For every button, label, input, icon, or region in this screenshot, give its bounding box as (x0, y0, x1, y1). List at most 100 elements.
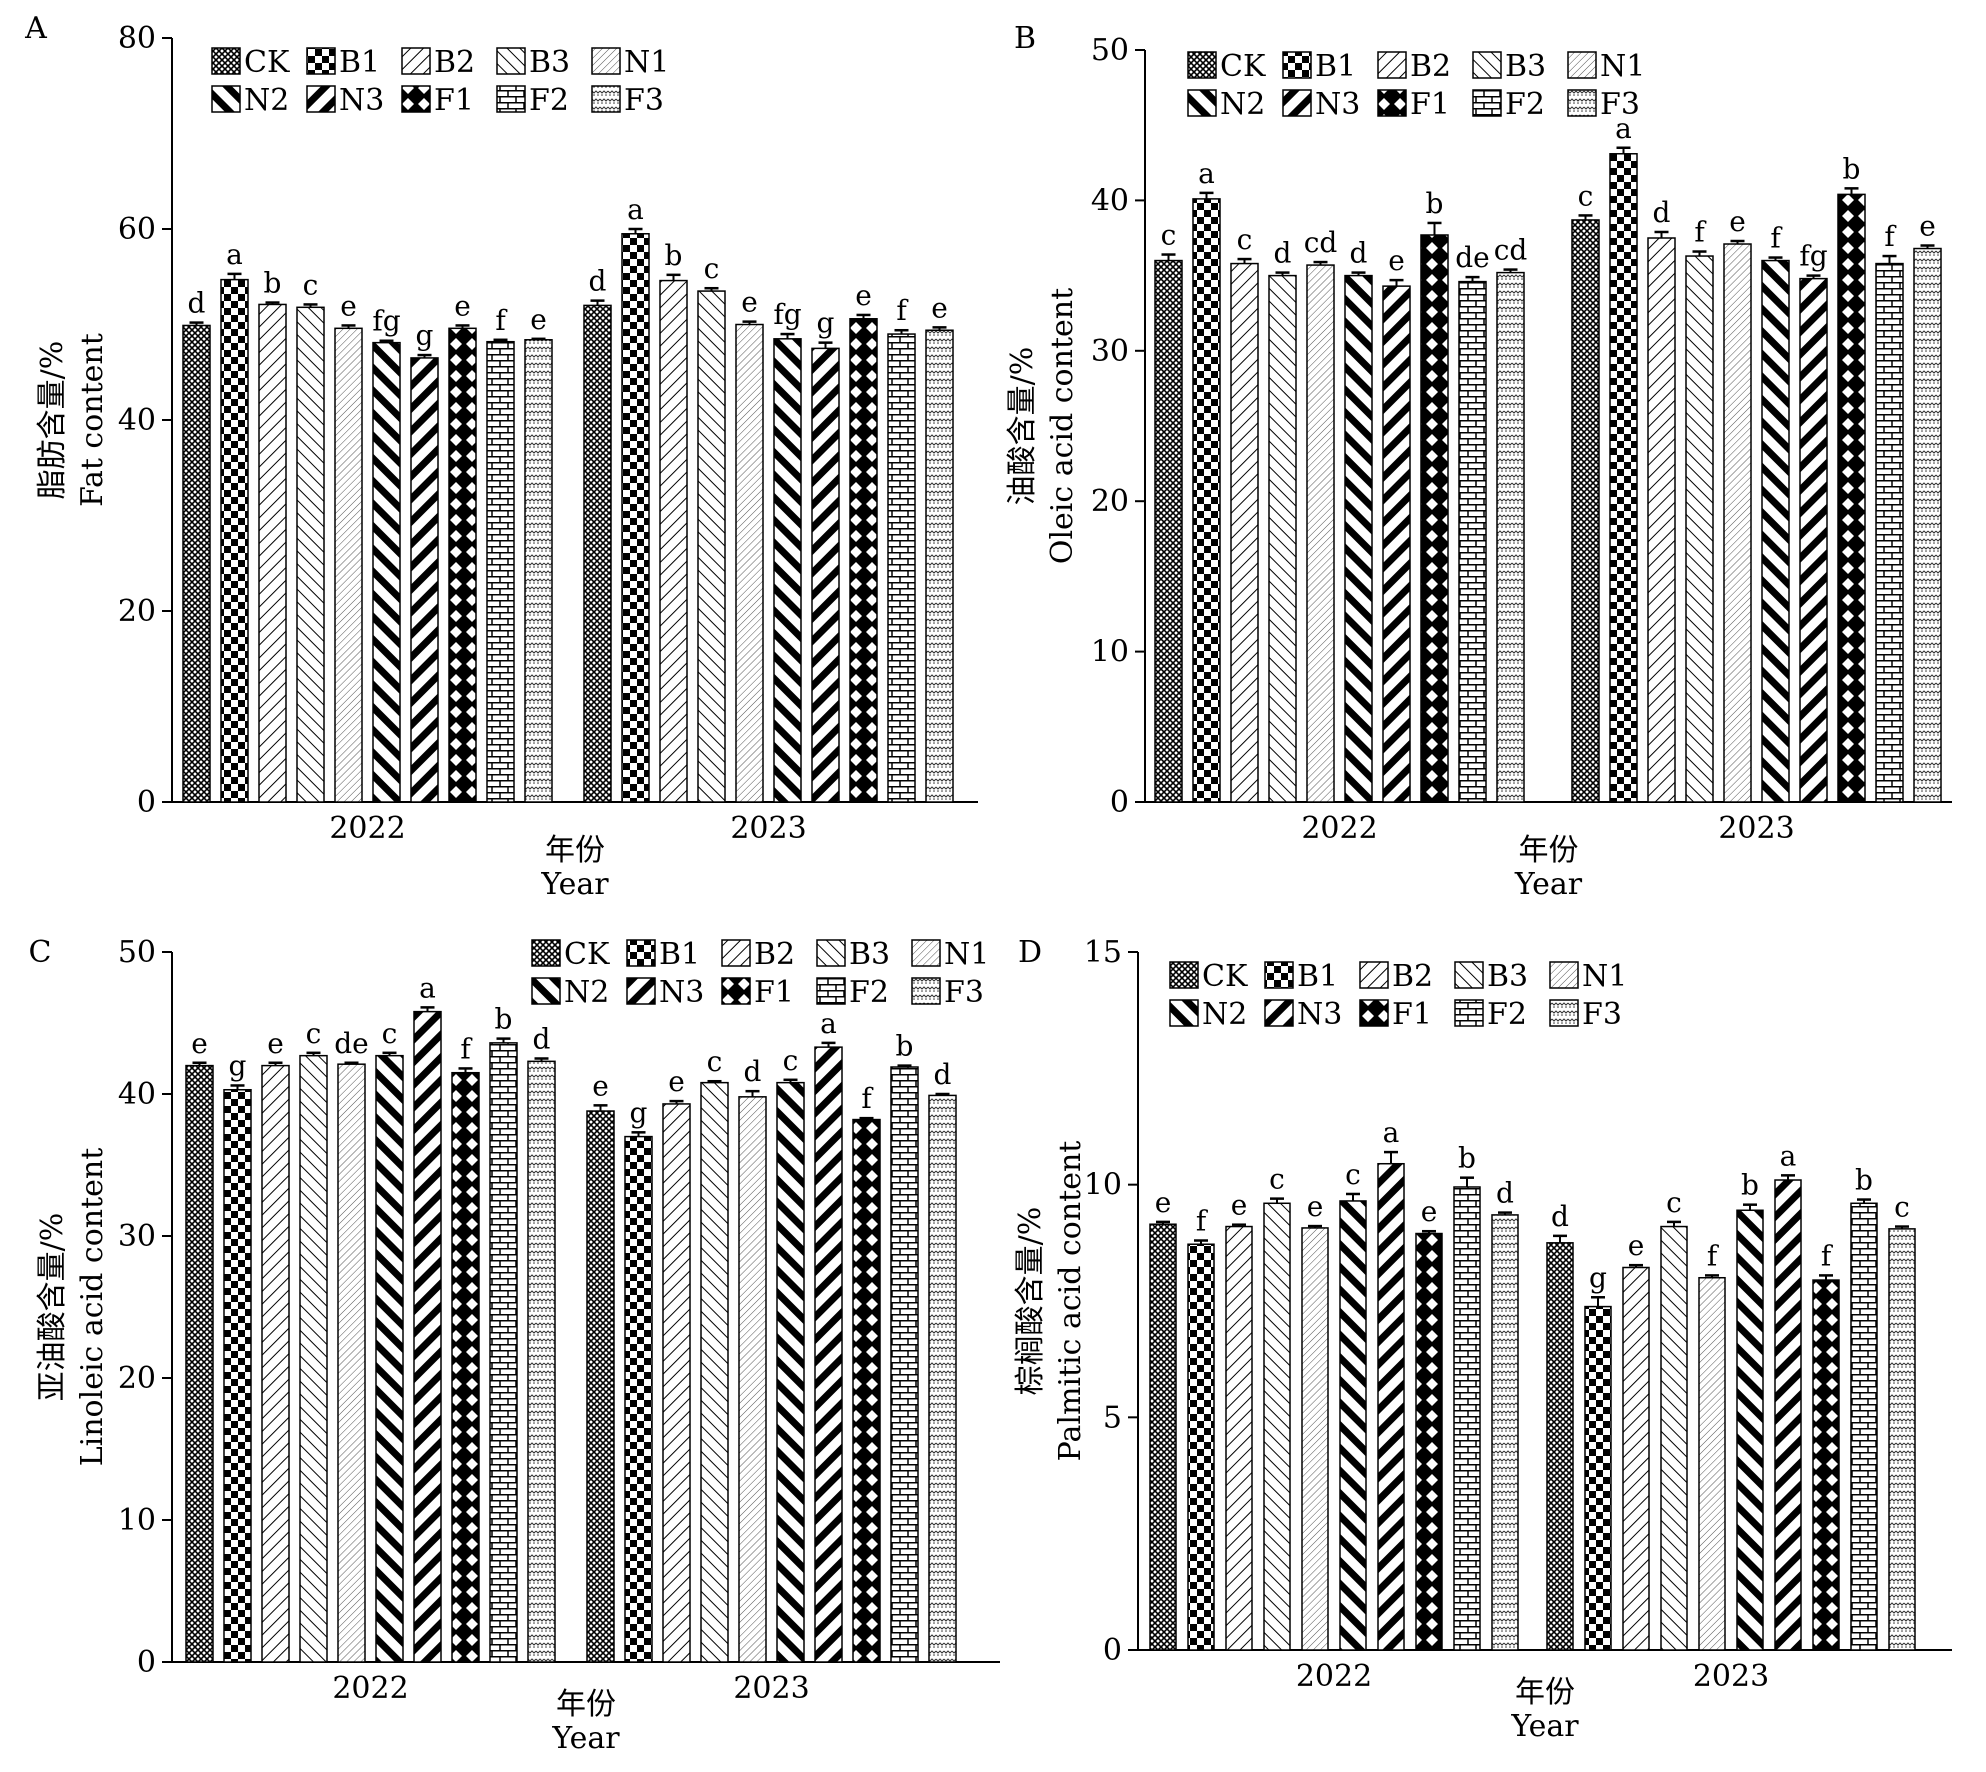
bar-B1-2022 (1187, 1243, 1215, 1651)
significance-letter: f (1707, 1239, 1720, 1272)
y-axis-title-en: Fat content (75, 333, 110, 507)
bar-CK-2023 (1546, 1242, 1574, 1651)
bar-B2-2022 (261, 1064, 290, 1663)
bar-B3-2023 (1660, 1225, 1688, 1651)
significance-letter: b (1458, 1142, 1476, 1175)
significance-letter: a (1780, 1139, 1797, 1172)
legend-label-F1: F1 (1410, 87, 1450, 122)
significance-letter: c (1666, 1186, 1682, 1219)
bar-N3-2023 (811, 347, 840, 803)
significance-letter: cd (1494, 234, 1528, 267)
legend-label-F1: F1 (434, 83, 474, 118)
significance-letter: g (817, 307, 835, 340)
y-tick-label: 50 (1091, 33, 1129, 68)
bar-B2-2023 (1622, 1266, 1650, 1651)
significance-letter: e (454, 289, 471, 322)
legend-swatch-N1 (1549, 961, 1579, 989)
y-tick-label: 0 (1110, 785, 1129, 820)
x-axis-title-cn: 年份 (1515, 1675, 1575, 1710)
significance-letter: e (340, 289, 357, 322)
x-category-label: 2023 (1693, 1659, 1769, 1694)
bar-F2-2023 (1850, 1202, 1878, 1651)
bar-F3-2023 (925, 329, 954, 803)
legend-swatch-N2 (531, 977, 561, 1005)
y-tick-label: 40 (118, 403, 156, 438)
bar-F1-2023 (849, 318, 878, 803)
significance-letter: g (630, 1096, 648, 1129)
bar-B2-2023 (662, 1103, 691, 1663)
y-tick-label: 30 (118, 1219, 156, 1254)
legend: CK B1 B2 B3 N1 N2 N3 F1 F2 F3 (211, 45, 669, 118)
x-category-label: 2023 (730, 811, 806, 846)
significance-letter: e (855, 279, 872, 312)
legend: CK B1 B2 B3 N1 N2 N3 F1 F2 F3 (1169, 959, 1627, 1032)
significance-letter: b (1843, 152, 1861, 185)
legend-swatch-N3 (1282, 89, 1312, 117)
significance-letter: b (495, 1003, 513, 1036)
bar-CK-2022 (185, 1064, 214, 1663)
bar-N1-2022 (1306, 264, 1335, 803)
significance-letter: e (1231, 1189, 1248, 1222)
bar-CK-2022 (1154, 259, 1183, 803)
legend-label-B2: B2 (434, 45, 475, 80)
legend-swatch-F2 (816, 977, 846, 1005)
bar-B3-2022 (1263, 1202, 1291, 1651)
significance-letter: b (1855, 1164, 1873, 1197)
significance-letter: e (530, 303, 547, 336)
panel-letter: A (24, 11, 47, 46)
significance-letter: c (1345, 1158, 1361, 1191)
significance-letter: c (707, 1045, 723, 1078)
significance-letter: a (226, 238, 243, 271)
bar-N2-2022 (375, 1054, 404, 1663)
significance-letter: d (744, 1055, 762, 1088)
legend-label-B2: B2 (1392, 959, 1433, 994)
significance-letter: e (1388, 244, 1405, 277)
significance-letter: d (1551, 1200, 1569, 1233)
significance-letter: e (931, 291, 948, 324)
significance-letter: a (1198, 157, 1215, 190)
significance-letter: c (1578, 179, 1594, 212)
legend-label-N3: N3 (659, 975, 704, 1010)
legend-label-B3: B3 (529, 45, 570, 80)
bar-B2-2022 (1225, 1225, 1253, 1651)
bar-F1-2023 (852, 1118, 881, 1663)
legend-swatch-N1 (1567, 51, 1597, 79)
significance-letter: c (704, 252, 720, 285)
legend-label-N1: N1 (944, 937, 989, 972)
y-axis-title-cn: 油酸含量/% (1005, 347, 1040, 506)
legend-label-N2: N2 (1202, 997, 1247, 1032)
legend-swatch-B1 (626, 939, 656, 967)
bar-B1-2023 (1584, 1305, 1612, 1651)
bar-CK-2022 (182, 324, 211, 803)
legend-label-N1: N1 (624, 45, 669, 80)
x-axis-title-cn: 年份 (556, 1687, 616, 1722)
significance-letter: d (589, 265, 607, 298)
bar-N2-2023 (773, 338, 802, 803)
significance-letter: c (303, 268, 319, 301)
legend-swatch-B1 (1264, 961, 1294, 989)
legend-label-F3: F3 (1582, 997, 1622, 1032)
bar-N1-2023 (738, 1096, 767, 1663)
bar-N1-2022 (337, 1063, 366, 1663)
y-tick-label: 10 (118, 1503, 156, 1538)
significance-letter: g (416, 319, 434, 352)
x-category-label: 2022 (1301, 811, 1377, 846)
significance-letter: fg (773, 298, 801, 331)
bar-F3-2023 (928, 1094, 957, 1663)
legend-swatch-B3 (1454, 961, 1484, 989)
legend-swatch-B1 (306, 47, 336, 75)
bar-N1-2023 (735, 323, 764, 803)
significance-letter: d (188, 287, 206, 320)
bar-N1-2023 (1698, 1276, 1726, 1651)
legend-swatch-F1 (721, 977, 751, 1005)
legend-label-B2: B2 (754, 937, 795, 972)
y-axis-title-cn: 棕榈酸含量/% (1013, 1207, 1048, 1396)
y-tick-label: 80 (118, 21, 156, 56)
significance-letter: e (592, 1069, 609, 1102)
bar-N1-2022 (334, 327, 363, 803)
legend-label-F2: F2 (1505, 87, 1545, 122)
legend: CK B1 B2 B3 N1 N2 N3 F1 F2 F3 (1187, 49, 1645, 122)
significance-letter: f (1884, 220, 1897, 253)
bar-B3-2023 (1685, 255, 1714, 803)
significance-letter: e (1155, 1186, 1172, 1219)
